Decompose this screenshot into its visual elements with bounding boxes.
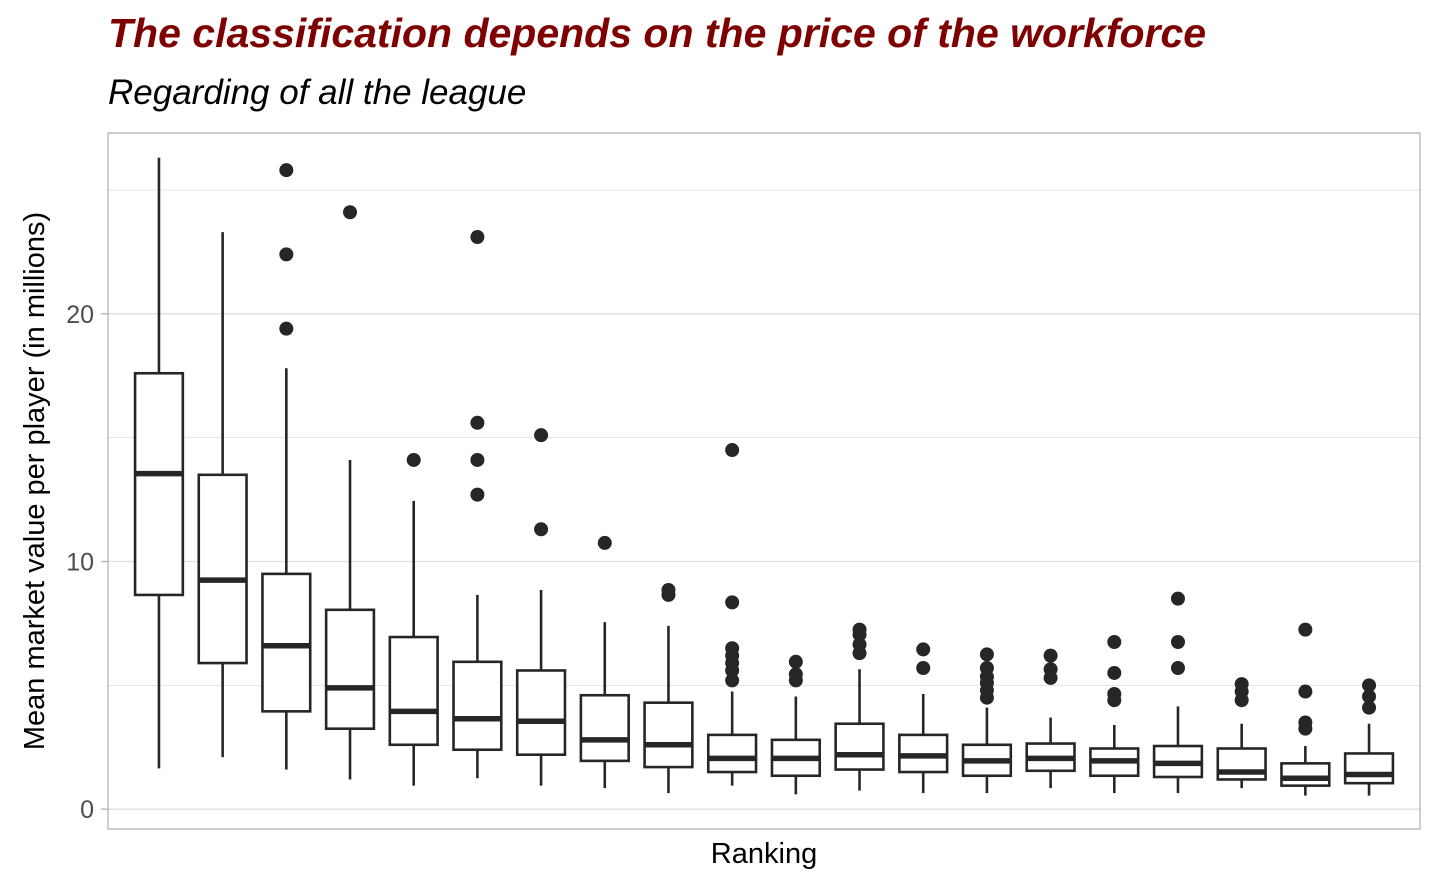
outlier-point	[788, 667, 803, 682]
outlier-point	[1043, 662, 1058, 677]
iqr-box	[1343, 752, 1395, 785]
outlier-point	[534, 428, 549, 443]
outlier-point	[979, 661, 994, 676]
y-tick-label: 0	[80, 796, 94, 824]
iqr-box	[643, 701, 694, 769]
outlier-point	[597, 535, 612, 550]
outlier-point	[470, 415, 485, 430]
iqr-box	[706, 733, 758, 774]
y-tick-label: 10	[66, 548, 94, 576]
outlier-point	[979, 647, 994, 662]
box-11	[770, 654, 822, 795]
iqr-box	[133, 371, 185, 597]
box-4	[324, 205, 376, 780]
outlier-point	[725, 443, 740, 458]
outlier-point	[725, 673, 740, 688]
outlier-point	[470, 230, 485, 245]
box-12	[834, 622, 885, 791]
iqr-box	[515, 669, 567, 756]
iqr-box	[1216, 747, 1267, 781]
outlier-point	[725, 641, 740, 656]
outlier-point	[852, 637, 867, 652]
iqr-box	[261, 572, 312, 713]
outlier-point	[343, 205, 358, 220]
box-13	[898, 642, 949, 794]
box-3	[261, 163, 312, 770]
chart-subtitle: Regarding of all the league	[108, 73, 527, 112]
outlier-point	[470, 452, 485, 467]
box-14	[961, 647, 1013, 794]
y-axis-label: Mean market value per player (in million…	[19, 212, 51, 750]
panel-border	[107, 132, 1421, 830]
box-6	[452, 230, 503, 779]
iqr-box	[452, 660, 503, 752]
outlier-point	[1107, 687, 1122, 702]
x-axis-label: Ranking	[711, 838, 817, 870]
outlier-point	[1298, 715, 1313, 730]
outlier-point	[534, 522, 549, 537]
chart-title: The classification depends on the price …	[108, 10, 1207, 56]
y-axis-ticks: 0 10 20	[66, 301, 108, 824]
grid-lines	[108, 189, 1420, 810]
outlier-point	[1107, 665, 1122, 680]
box-1	[133, 157, 185, 769]
outlier-point	[279, 247, 294, 262]
outlier-point	[852, 622, 867, 637]
outlier-point	[1107, 634, 1122, 649]
box-10	[706, 443, 758, 786]
box-18	[1216, 677, 1267, 789]
box-5	[388, 452, 439, 786]
outlier-point	[1298, 622, 1313, 637]
outlier-point	[1362, 689, 1377, 704]
outlier-point	[470, 487, 485, 502]
iqr-box	[324, 608, 376, 730]
box-15	[1025, 648, 1076, 789]
outlier-point	[1298, 684, 1313, 699]
outlier-point	[1170, 591, 1185, 606]
outlier-point	[1170, 661, 1185, 676]
box-7	[515, 428, 567, 786]
iqr-box	[197, 473, 248, 665]
box-2	[197, 232, 248, 758]
y-tick-label: 20	[66, 301, 94, 329]
box-17	[1152, 591, 1204, 794]
box-16	[1089, 634, 1140, 794]
outlier-point	[279, 163, 294, 178]
outlier-point	[1362, 700, 1377, 715]
iqr-box	[579, 693, 630, 763]
box-19	[1280, 622, 1331, 796]
outlier-point	[1362, 678, 1377, 693]
outlier-point	[406, 452, 421, 467]
iqr-box	[834, 722, 885, 771]
outlier-point	[916, 642, 931, 657]
iqr-box	[1280, 762, 1331, 787]
outlier-point	[916, 661, 931, 676]
outlier-point	[788, 654, 803, 669]
outlier-point	[279, 321, 294, 336]
outlier-point	[1043, 648, 1058, 663]
outlier-point	[1234, 677, 1249, 692]
box-9	[643, 582, 694, 794]
box-20	[1343, 678, 1395, 796]
outlier-point	[1170, 634, 1185, 649]
box-8	[579, 535, 630, 789]
iqr-box	[388, 635, 439, 747]
outlier-point	[725, 595, 740, 610]
box-series	[133, 157, 1395, 796]
outlier-point	[661, 582, 676, 597]
